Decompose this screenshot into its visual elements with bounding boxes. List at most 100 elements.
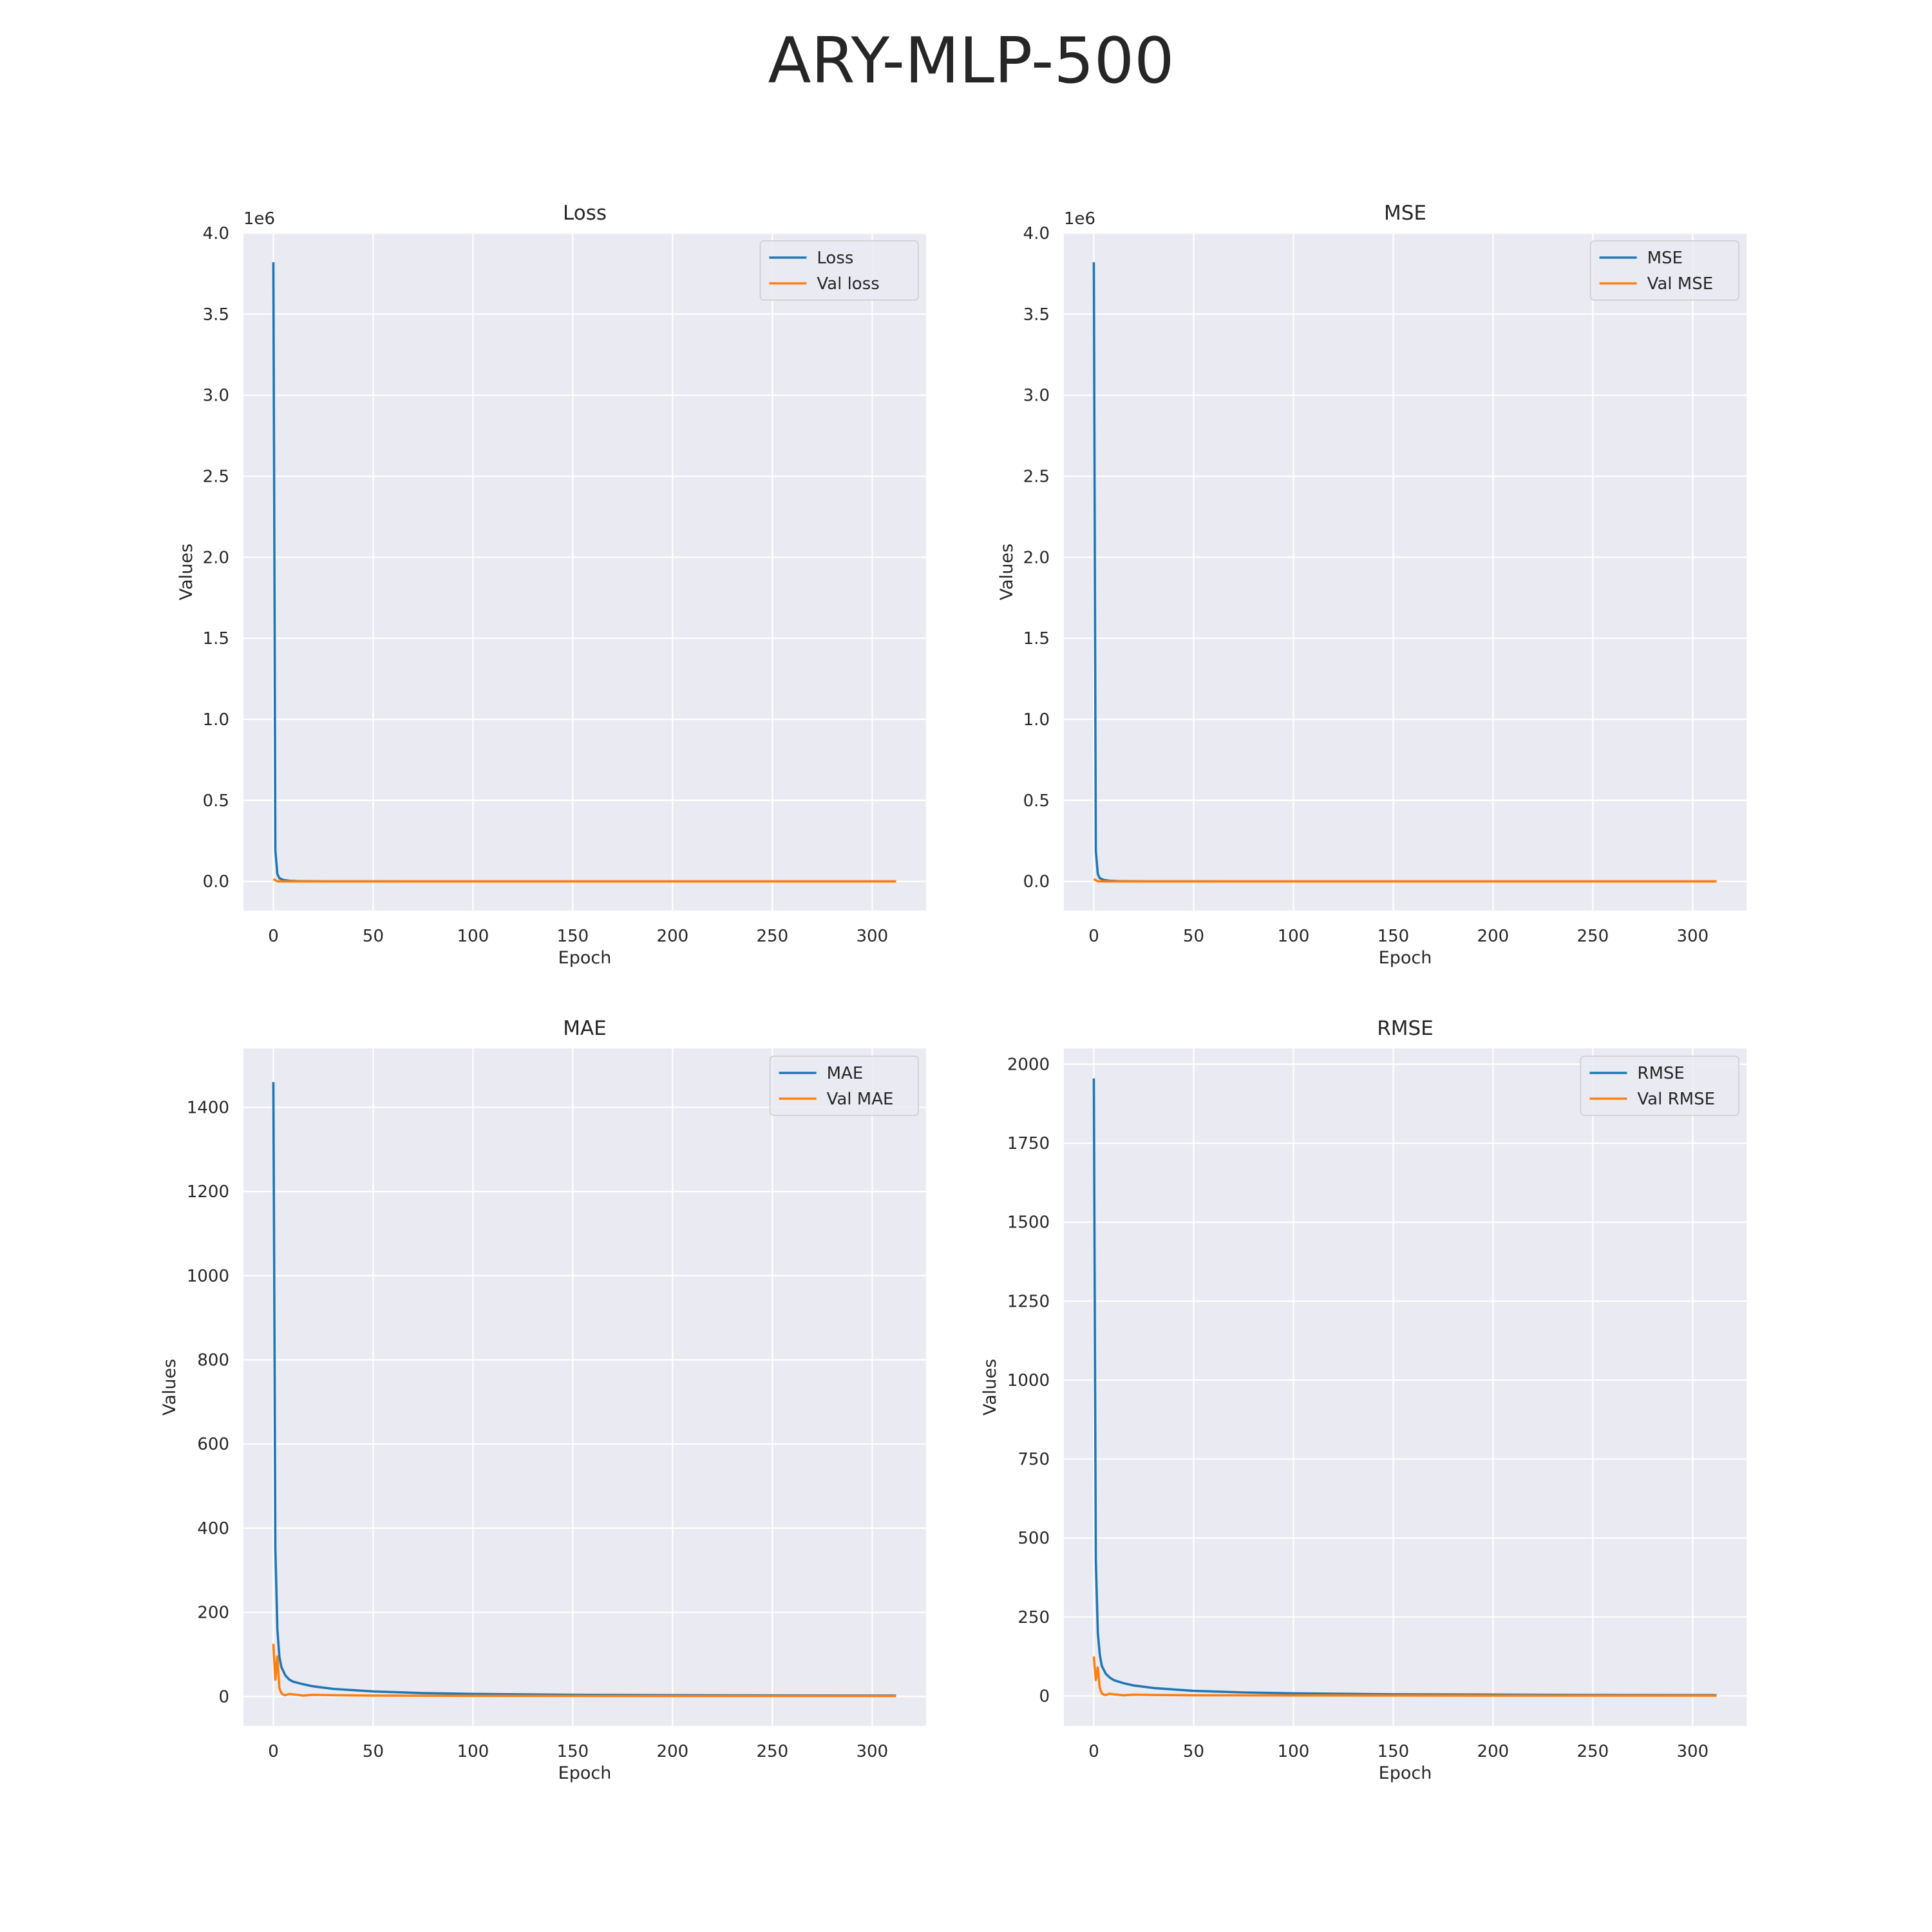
x-tick-label: 50 <box>1183 1742 1204 1761</box>
x-tick-label: 50 <box>1183 927 1204 946</box>
x-tick-label: 100 <box>457 927 489 946</box>
x-axis-label: Epoch <box>558 1763 612 1783</box>
x-tick-label: 0 <box>268 1742 279 1761</box>
chart-panel-loss: 0 50 100 150 200 250 300 0.0 0.5 1.0 1.5 2.0 2.5 3.0 3… <box>176 202 926 968</box>
y-axis-label: Values <box>980 1359 1000 1416</box>
y-tick-label: 500 <box>1018 1529 1050 1548</box>
legend-label: Val MSE <box>1647 274 1714 294</box>
y-tick-label: 2.5 <box>203 468 229 487</box>
x-tick-label: 250 <box>1577 927 1609 946</box>
legend: RMSE Val RMSE <box>1580 1056 1739 1116</box>
x-tick-label: 0 <box>1088 1742 1099 1761</box>
legend-box <box>769 1056 919 1116</box>
chart-title: MAE <box>563 1017 607 1040</box>
y-tick-label: 2000 <box>1007 1056 1050 1075</box>
y-tick-label: 3.5 <box>203 305 229 325</box>
y-tick-label: 4.0 <box>1023 224 1050 243</box>
plot-background <box>243 1048 926 1726</box>
x-tick-label: 300 <box>1676 927 1709 946</box>
y-tick-label: 0.0 <box>1023 873 1050 892</box>
legend: Loss Val loss <box>759 240 919 301</box>
plot-background <box>1064 1048 1747 1726</box>
series-line-val-mae <box>272 1643 896 1698</box>
y-tick-label: 0.5 <box>203 791 229 811</box>
chart-title: RMSE <box>1377 1017 1434 1040</box>
legend: MSE Val MSE <box>1589 240 1739 301</box>
chart-title: MSE <box>1384 202 1426 225</box>
legend-label: MAE <box>827 1064 864 1083</box>
x-tick-label: 250 <box>757 1742 789 1761</box>
x-tick-label: 0 <box>1088 927 1099 946</box>
y-axis-label: Values <box>997 544 1017 600</box>
legend-label: Loss <box>817 249 853 268</box>
x-tick-label: 250 <box>757 927 789 946</box>
x-tick-label: 0 <box>268 927 279 946</box>
y-axis-label: Values <box>176 544 196 600</box>
y-tick-label: 400 <box>197 1519 229 1539</box>
y-tick-label: 1250 <box>1007 1292 1050 1311</box>
chart-panel-mae: 0 50 100 150 200 250 300 0 200 400 600 800 1000 1200 1… <box>160 1017 926 1783</box>
y-tick-label: 1.5 <box>203 629 229 649</box>
y-tick-label: 0 <box>1039 1687 1050 1706</box>
y-tick-label: 1500 <box>1007 1213 1050 1233</box>
y-tick-label: 1400 <box>187 1098 229 1117</box>
x-axis-label: Epoch <box>558 948 612 968</box>
legend-label: Val MAE <box>827 1090 894 1109</box>
legend-label: MSE <box>1647 249 1683 268</box>
y-tick-label: 250 <box>1018 1608 1050 1627</box>
x-tick-label: 100 <box>1278 1742 1310 1761</box>
series-line-val-rmse <box>1092 1656 1717 1697</box>
y-tick-label: 750 <box>1018 1450 1050 1470</box>
figure-title: ARY-MLP-500 <box>768 24 1175 98</box>
x-tick-label: 150 <box>1378 1742 1410 1761</box>
chart-panel-rmse: 0 50 100 150 200 250 300 0 250 500 750 1000 1250 1500… <box>980 1017 1747 1783</box>
x-tick-label: 200 <box>657 927 689 946</box>
x-tick-label: 300 <box>856 927 888 946</box>
x-tick-label: 300 <box>856 1742 888 1761</box>
chart-title: Loss <box>563 202 607 225</box>
plot-background <box>243 233 926 911</box>
legend-label: Val RMSE <box>1637 1090 1715 1109</box>
charts-container: 0 50 100 150 200 250 300 0.0 0.5 1.0 1.5 2.0 2.5 3.0 3… <box>160 202 1747 1783</box>
y-tick-label: 3.0 <box>1023 386 1050 406</box>
legend-label: RMSE <box>1637 1064 1684 1083</box>
y-tick-label: 0.0 <box>203 873 229 892</box>
chart-panel-mse: 0 50 100 150 200 250 300 0.0 0.5 1.0 1.5 2.0 2.5 3.0 3… <box>997 202 1747 968</box>
series-line-val-loss <box>272 878 896 883</box>
plot-background <box>1064 233 1747 911</box>
y-tick-label: 0.5 <box>1023 791 1050 811</box>
legend-box <box>759 240 919 301</box>
y-tick-label: 4.0 <box>203 224 229 243</box>
x-tick-label: 200 <box>1477 927 1510 946</box>
legend-box <box>1580 1056 1739 1116</box>
x-tick-label: 150 <box>557 927 589 946</box>
y-tick-label: 1.0 <box>1023 710 1050 730</box>
y-tick-label: 1750 <box>1007 1134 1050 1153</box>
axis-offset-label: 1e6 <box>243 209 275 229</box>
y-tick-label: 1000 <box>1007 1371 1050 1390</box>
legend-box <box>1589 240 1739 301</box>
y-tick-label: 800 <box>197 1351 229 1370</box>
x-tick-label: 250 <box>1577 1742 1609 1761</box>
x-tick-label: 100 <box>1278 927 1310 946</box>
x-tick-label: 100 <box>457 1742 489 1761</box>
y-tick-label: 1.0 <box>203 710 229 730</box>
x-tick-label: 300 <box>1676 1742 1709 1761</box>
x-tick-label: 200 <box>657 1742 689 1761</box>
legend-label: Val loss <box>817 274 879 294</box>
x-tick-label: 200 <box>1477 1742 1510 1761</box>
y-tick-label: 3.0 <box>203 386 229 406</box>
x-axis-label: Epoch <box>1379 948 1432 968</box>
y-tick-label: 1200 <box>187 1182 229 1202</box>
y-tick-label: 1.5 <box>1023 629 1050 649</box>
x-tick-label: 150 <box>1378 927 1410 946</box>
y-tick-label: 0 <box>218 1687 229 1707</box>
axis-offset-label: 1e6 <box>1064 209 1095 229</box>
y-tick-label: 2.0 <box>203 548 229 567</box>
x-tick-label: 150 <box>557 1742 589 1761</box>
y-tick-label: 3.5 <box>1023 305 1050 325</box>
x-tick-label: 50 <box>363 1742 384 1761</box>
y-tick-label: 200 <box>197 1604 229 1623</box>
x-axis-label: Epoch <box>1379 1763 1432 1783</box>
